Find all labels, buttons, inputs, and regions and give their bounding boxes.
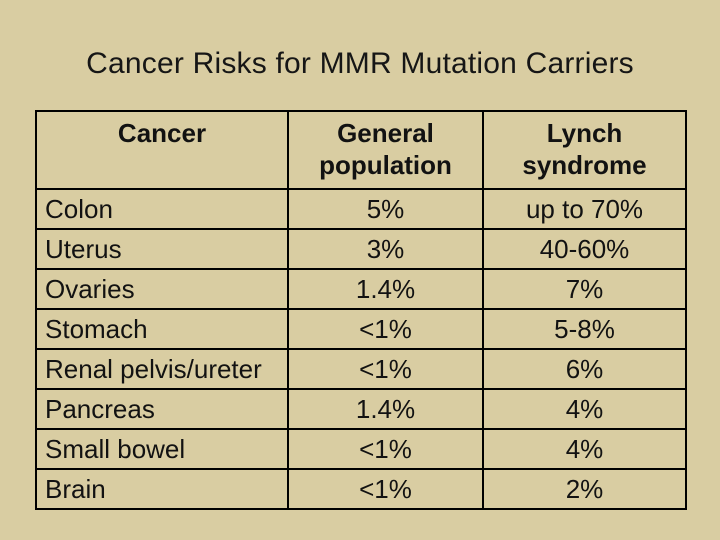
cell-lynch-syndrome-value: 2% bbox=[482, 468, 687, 510]
cell-general-population-value: 1.4% bbox=[287, 388, 484, 430]
cell-lynch-syndrome-value: 40-60% bbox=[482, 228, 687, 270]
table-row: Colon 5% up to 70% bbox=[35, 188, 687, 230]
slide-title: Cancer Risks for MMR Mutation Carriers bbox=[86, 47, 634, 80]
cell-cancer-name: Pancreas bbox=[35, 388, 289, 430]
cell-cancer-name: Uterus bbox=[35, 228, 289, 270]
cell-lynch-syndrome-value: 5-8% bbox=[482, 308, 687, 350]
cell-general-population-value: <1% bbox=[287, 308, 484, 350]
cell-lynch-syndrome-value: 6% bbox=[482, 348, 687, 390]
cell-lynch-syndrome-value: 4% bbox=[482, 428, 687, 470]
table-row: Brain <1% 2% bbox=[35, 468, 687, 510]
cell-general-population-value: <1% bbox=[287, 468, 484, 510]
cell-cancer-name: Colon bbox=[35, 188, 289, 230]
header-cell-lynch-syndrome: Lynch syndrome bbox=[482, 110, 687, 190]
cell-general-population-value: <1% bbox=[287, 348, 484, 390]
cell-lynch-syndrome-value: 7% bbox=[482, 268, 687, 310]
header-cell-cancer: Cancer bbox=[35, 110, 289, 190]
cell-lynch-syndrome-value: up to 70% bbox=[482, 188, 687, 230]
table-row: Small bowel <1% 4% bbox=[35, 428, 687, 470]
cell-general-population-value: 1.4% bbox=[287, 268, 484, 310]
header-cell-general-population: General population bbox=[287, 110, 484, 190]
cell-cancer-name: Small bowel bbox=[35, 428, 289, 470]
cell-cancer-name: Brain bbox=[35, 468, 289, 510]
table-row: Ovaries 1.4% 7% bbox=[35, 268, 687, 310]
cell-general-population-value: 5% bbox=[287, 188, 484, 230]
cell-lynch-syndrome-value: 4% bbox=[482, 388, 687, 430]
table-row: Pancreas 1.4% 4% bbox=[35, 388, 687, 430]
cell-cancer-name: Stomach bbox=[35, 308, 289, 350]
cell-general-population-value: 3% bbox=[287, 228, 484, 270]
cancer-risk-table: Cancer General population Lynch syndrome… bbox=[35, 110, 687, 510]
table-row: Uterus 3% 40-60% bbox=[35, 228, 687, 270]
cell-cancer-name: Renal pelvis/ureter bbox=[35, 348, 289, 390]
table-row: Stomach <1% 5-8% bbox=[35, 308, 687, 350]
table-row: Renal pelvis/ureter <1% 6% bbox=[35, 348, 687, 390]
cell-general-population-value: <1% bbox=[287, 428, 484, 470]
cell-cancer-name: Ovaries bbox=[35, 268, 289, 310]
table-header-row: Cancer General population Lynch syndrome bbox=[35, 110, 687, 190]
